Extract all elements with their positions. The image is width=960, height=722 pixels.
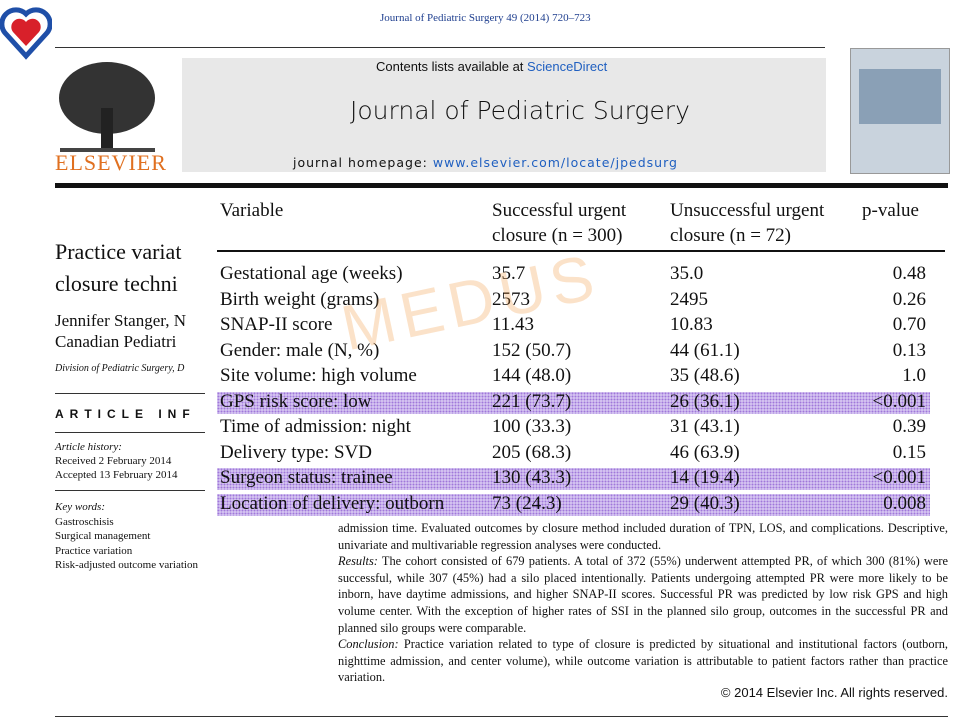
received: Received 2 February 2014	[55, 455, 172, 467]
rule	[55, 47, 825, 48]
row-highlight	[217, 468, 930, 490]
keyword: Risk-adjusted outcome variation	[55, 559, 198, 571]
conclusion: Conclusion: Practice variation related t…	[338, 636, 948, 686]
table-cell: 35 (48.6)	[670, 365, 740, 386]
data-table: Variable Successful urgent closure (n = 3…	[205, 188, 950, 520]
row-highlight	[217, 391, 930, 414]
table-cell: 1.0	[902, 365, 926, 386]
table-cell: 100 (33.3)	[492, 416, 572, 437]
history: Article history: Received 2 February 201…	[55, 440, 178, 482]
table-cell: 35.7	[492, 263, 526, 284]
table-cell: 0.008	[883, 492, 926, 514]
results: Results: The cohort consisted of 679 pat…	[338, 553, 948, 636]
table-cell: 73 (24.3)	[492, 492, 562, 514]
methods-tail: admission time. Evaluated outcomes by cl…	[338, 521, 948, 552]
keyword: Surgical management	[55, 530, 151, 542]
homepage: journal homepage: www.elsevier.com/locat…	[293, 155, 678, 170]
table-cell: SNAP-II score	[220, 314, 333, 335]
table-cell: 221 (73.7)	[492, 390, 572, 412]
table-rule	[217, 250, 945, 252]
table-cell: 0.48	[892, 263, 926, 284]
contents: Contents lists available at ScienceDirec…	[376, 59, 607, 74]
site-logo	[0, 7, 52, 60]
table-cell: GPS risk score: low	[220, 390, 372, 412]
table-cell: 130 (43.3)	[492, 467, 572, 488]
elsevier-tree	[59, 62, 155, 152]
title-line: closure techni	[55, 271, 178, 296]
homepage-label: journal homepage:	[293, 155, 428, 170]
copyright: © 2014 Elsevier Inc. All rights reserved…	[720, 685, 948, 700]
accepted: Accepted 13 February 2014	[55, 469, 178, 481]
publisher: ELSEVIER	[55, 150, 167, 175]
table-cell: 46 (63.9)	[670, 441, 740, 463]
masthead	[182, 58, 826, 172]
table-cell: Surgeon status: trainee	[220, 467, 393, 488]
table-cell: 29 (40.3)	[670, 492, 740, 514]
contents-prefix: Contents lists available at	[376, 59, 524, 74]
column-header: Unsuccessful urgent closure (n = 72)	[670, 200, 825, 246]
journal-cover	[850, 48, 950, 174]
table-cell: <0.001	[872, 390, 926, 412]
conclusion-label: Conclusion:	[338, 637, 399, 652]
table-cell: 31 (43.1)	[670, 416, 740, 437]
table-cell: 0.15	[892, 441, 926, 463]
table-cell: 10.83	[670, 314, 713, 335]
results-label: Results:	[338, 554, 378, 569]
table-cell: 35.0	[670, 263, 704, 284]
history-label: Article history:	[55, 441, 122, 453]
table-cell: 14 (19.4)	[670, 467, 740, 488]
citation: Journal of Pediatric Surgery 49 (2014) 7…	[380, 12, 591, 24]
table-cell: 11.43	[492, 314, 535, 335]
table-cell: Location of delivery: outborn	[220, 492, 445, 514]
column-header: Variable	[220, 200, 284, 221]
table-cell: 2495	[670, 288, 708, 310]
table-cell: 26 (36.1)	[670, 390, 740, 412]
abstract: admission time. Evaluated outcomes by cl…	[338, 520, 948, 686]
rule	[55, 716, 948, 717]
affiliation: Division of Pediatric Surgery, D	[55, 363, 185, 374]
table-cell: Site volume: high volume	[220, 365, 417, 386]
homepage-url: www.elsevier.com/locate/jpedsurg	[432, 155, 678, 170]
column-header: Successful urgent closure (n = 300)	[492, 200, 627, 246]
table-cell: 152 (50.7)	[492, 339, 572, 361]
table-cell: Time of admission: night	[220, 416, 411, 437]
table-cell: 44 (61.1)	[670, 339, 740, 361]
row-highlight	[217, 493, 930, 516]
results-text: The cohort consisted of 679 patients. A …	[338, 554, 948, 635]
author-line: Jennifer Stanger, N	[55, 311, 187, 330]
author-line: Canadian Pediatri	[55, 332, 177, 351]
info-heading: ARTICLE INF	[55, 407, 196, 421]
contents-link: ScienceDirect	[527, 59, 608, 74]
journal-name: Journal of Pediatric Surgery	[350, 96, 690, 125]
table-cell: 205 (68.3)	[492, 441, 572, 463]
table-cell: Gender: male (N, %)	[220, 339, 380, 361]
title-line: Practice variat	[55, 239, 182, 264]
table-cell: 0.26	[892, 288, 926, 310]
table-cell: Gestational age (weeks)	[220, 263, 403, 284]
article-title: Practice variat closure techni	[55, 236, 181, 300]
rule	[55, 432, 205, 433]
table-cell: 0.39	[892, 416, 926, 437]
table-cell: <0.001	[872, 467, 926, 488]
table-cell: 0.70	[892, 314, 926, 335]
rule	[55, 490, 205, 491]
table-cell: Delivery type: SVD	[220, 441, 372, 463]
rule	[55, 393, 205, 394]
table-cell: 0.13	[892, 339, 926, 361]
authors: Jennifer Stanger, N Canadian Pediatri	[55, 310, 186, 352]
thick-rule	[55, 183, 948, 188]
keyword: Practice variation	[55, 544, 133, 557]
keyword: Gastroschisis	[55, 515, 114, 528]
table-cell: Birth weight (grams)	[220, 288, 380, 310]
conclusion-text: Practice variation related to type of cl…	[338, 637, 948, 685]
keywords: Key words: Gastroschisis Surgical managem…	[55, 500, 198, 573]
table-cell: 144 (48.0)	[492, 365, 572, 386]
table-cell: 2573	[492, 288, 530, 310]
keywords-label: Key words:	[55, 501, 106, 513]
column-header: p-value	[862, 200, 919, 221]
